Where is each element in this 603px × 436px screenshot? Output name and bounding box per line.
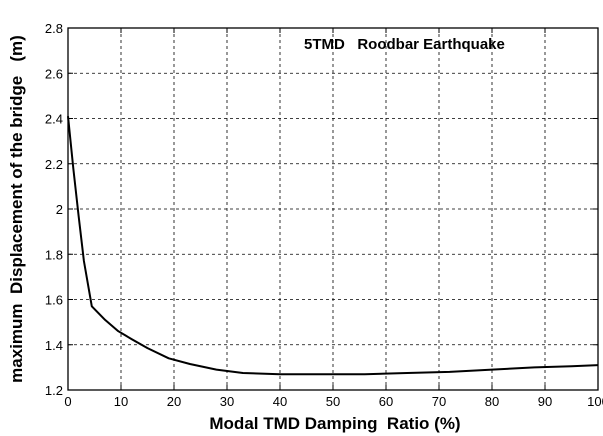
x-tick-label: 50 — [326, 394, 340, 409]
y-tick-label: 2.2 — [45, 157, 63, 172]
y-axis-ticks: 1.2 1.4 1.6 1.8 2 2.2 2.4 2.6 2.8 — [45, 21, 598, 398]
series-layer — [67, 116, 599, 376]
x-tick-label: 70 — [432, 394, 446, 409]
grid — [68, 28, 598, 390]
chart-annotation: 5TMD Roodbar Earthquake — [304, 36, 505, 53]
x-tick-label: 0 — [64, 394, 71, 409]
x-tick-label: 100 — [587, 394, 603, 409]
y-tick-label: 1.6 — [45, 293, 63, 308]
x-tick-label: 10 — [114, 394, 128, 409]
y-tick-label: 2.8 — [45, 21, 63, 36]
series-line — [67, 116, 599, 376]
y-tick-label: 2.6 — [45, 66, 63, 81]
y-axis-label: maximum Displacement of the bridge (m) — [7, 35, 26, 383]
y-tick-label: 2 — [56, 202, 63, 217]
y-tick-label: 1.8 — [45, 247, 63, 262]
x-tick-label: 40 — [273, 394, 287, 409]
x-tick-label: 60 — [379, 394, 393, 409]
x-tick-label: 90 — [538, 394, 552, 409]
x-axis-label: Modal TMD Damping Ratio (%) — [209, 414, 460, 433]
x-axis-ticks: 0 10 20 30 40 50 60 70 80 90 100 — [64, 28, 603, 409]
y-tick-label: 1.2 — [45, 383, 63, 398]
y-tick-label: 1.4 — [45, 338, 63, 353]
y-tick-label: 2.4 — [45, 112, 63, 127]
x-tick-label: 80 — [485, 394, 499, 409]
x-tick-label: 20 — [167, 394, 181, 409]
x-tick-label: 30 — [220, 394, 234, 409]
